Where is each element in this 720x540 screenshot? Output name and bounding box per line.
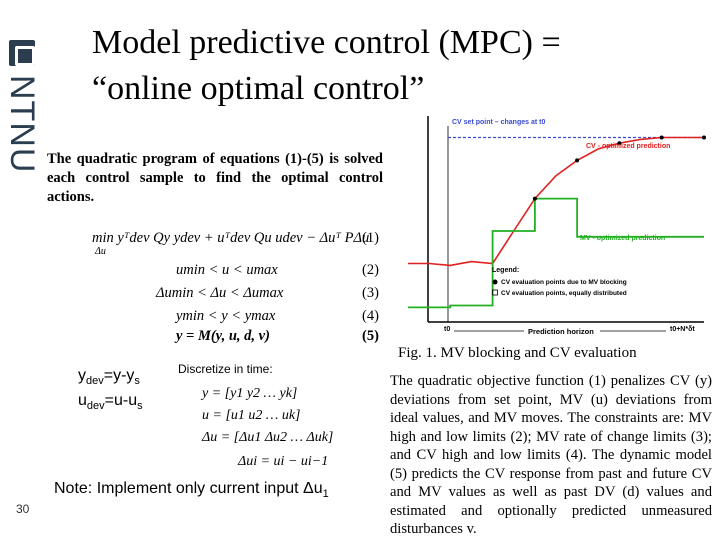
cv-point-8 — [575, 158, 580, 163]
x-axis-label: Prediction horizon — [528, 327, 594, 336]
cv-point-6 — [532, 196, 537, 201]
ydev-definition: ydev=y-ys — [78, 367, 140, 388]
page-number: 30 — [16, 502, 30, 516]
cv-points — [532, 135, 706, 201]
equation-1: min yᵀdev Qy ydev + uᵀdev Qu udev − Δuᵀ … — [92, 230, 370, 246]
equation-1-number: (1) — [362, 230, 379, 246]
tick-t0: t0 — [444, 326, 450, 333]
cv-point-14 — [702, 135, 706, 140]
legend-marker-equal — [492, 289, 498, 296]
sidebar: NTNU 30 — [0, 0, 42, 540]
tick-tN: t0+N*δt — [670, 326, 695, 333]
equation-5-number: (5) — [362, 328, 379, 344]
legend-item-blocking: CV evaluation points due to MV blocking — [501, 279, 627, 286]
implementation-note: Note: Implement only current input Δu1 — [54, 480, 329, 501]
ntnu-logo-text: NTNU — [3, 74, 41, 174]
chart-background — [404, 112, 710, 342]
discretize-dui: Δui = ui − ui−1 — [238, 454, 329, 469]
ntnu-logo-icon — [9, 40, 35, 66]
figure-caption: Fig. 1. MV blocking and CV evaluation — [398, 345, 637, 361]
deviation-definitions: ydev=y-ys udev=u-us — [78, 366, 143, 416]
qp-description: The quadratic program of equations (1)-(… — [47, 151, 383, 205]
udev-definition: udev=u-us — [78, 392, 143, 413]
annotation-setpoint: CV set point – changes at t0 — [452, 119, 545, 126]
equation-5: y = M(y, u, d, v) — [176, 328, 270, 344]
cv-prediction-line — [408, 136, 704, 267]
equation-3: Δumin < Δu < Δumax — [156, 285, 284, 301]
qp-panel: The quadratic program of equations (1)-(… — [43, 144, 384, 352]
cv-point-10 — [617, 141, 622, 146]
legend-marker-blocking — [492, 279, 498, 285]
discretize-label: Discretize in time: — [178, 362, 273, 376]
equation-4: ymin < y < ymax — [176, 308, 276, 324]
equation-2-number: (2) — [362, 262, 379, 278]
discretize-y: y = [y1 y2 … yk] — [202, 386, 298, 401]
equation-2: umin < u < umax — [176, 262, 278, 278]
annotation-cv: CV - optimized prediction — [586, 143, 670, 150]
cv-point-12 — [659, 135, 664, 140]
equation-1-sub: Δu — [95, 246, 106, 257]
discretize-du: Δu = [Δu1 Δu2 … Δuk] — [202, 430, 334, 445]
discretize-u: u = [u1 u2 … uk] — [202, 408, 301, 423]
equation-3-number: (3) — [362, 285, 379, 301]
objective-paragraph: The quadratic objective function (1) pen… — [390, 373, 712, 537]
mpc-chart: CV set point – changes at t0 CV - optimi… — [404, 112, 710, 342]
legend-item-equal: CV evaluation points, equally distribute… — [501, 290, 627, 297]
title-line-1: Model predictive control (MPC) = — [92, 24, 561, 61]
equation-4-number: (4) — [362, 308, 379, 324]
slide-title: Model predictive control (MPC) = “online… — [92, 20, 692, 112]
legend-title: Legend: — [492, 267, 519, 274]
title-line-2: “online optimal control” — [92, 70, 425, 107]
annotation-mv: MV - optimized prediction — [580, 235, 665, 242]
